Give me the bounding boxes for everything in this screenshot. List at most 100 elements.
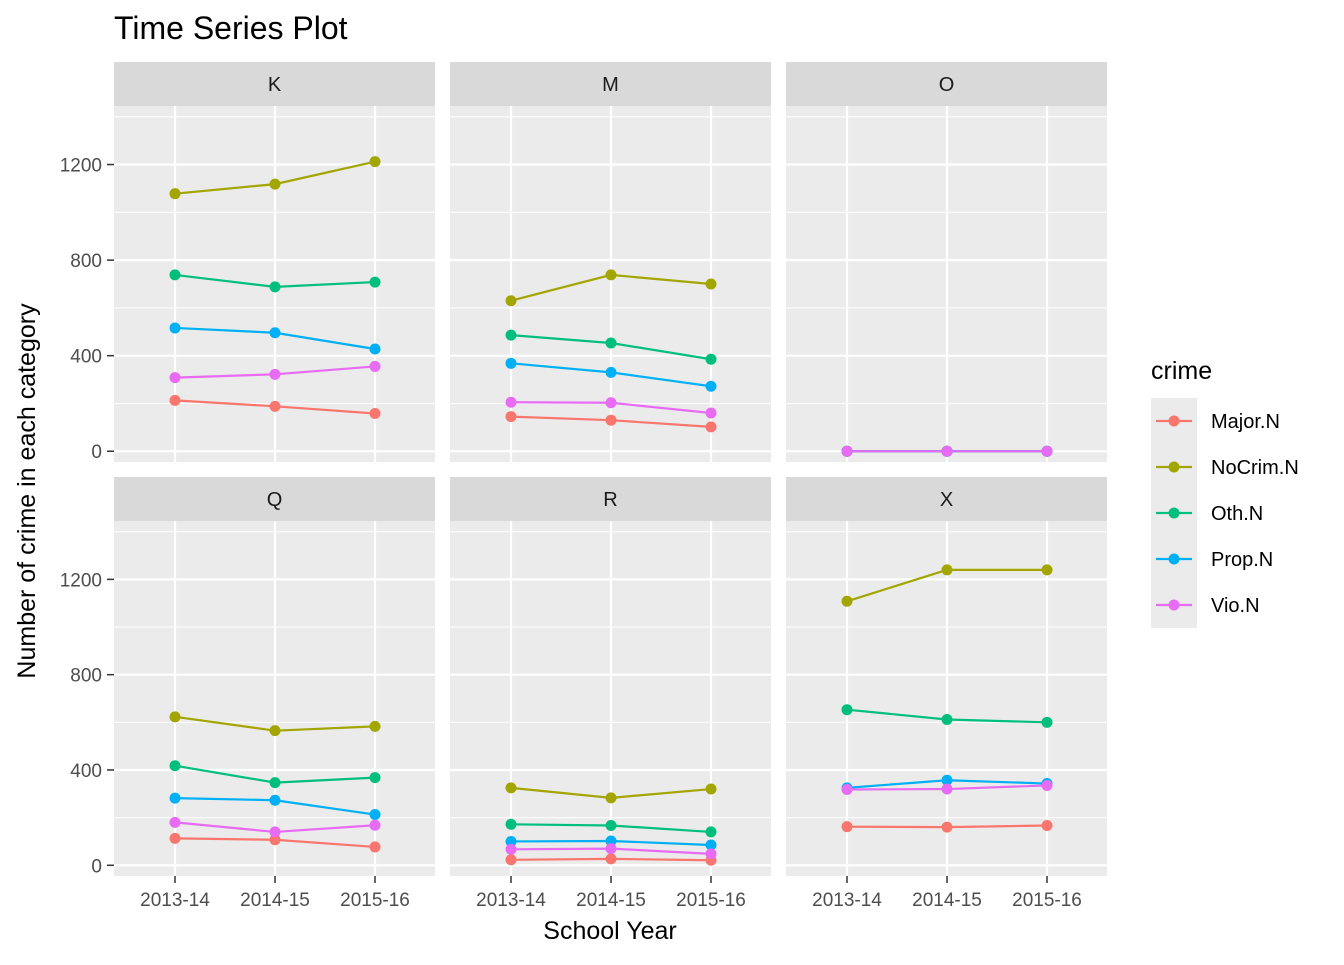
x-tick-label: 2014-15 [576,890,646,911]
facet-label-O: O [939,74,955,96]
data-point-M-nocrim-n [505,295,517,307]
y-tick-label: 400 [70,761,102,782]
x-axis-title: School Year [543,917,676,945]
data-point-K-nocrim-n [269,178,281,190]
data-point-O-vio-n [1041,445,1053,457]
data-point-R-oth-n [705,826,717,838]
chart-title: Time Series Plot [114,10,348,46]
data-point-R-prop-n [705,839,717,851]
data-point-Q-vio-n [169,816,181,828]
data-point-Q-prop-n [269,794,281,806]
data-point-R-vio-n [505,843,517,855]
data-point-X-major-n [941,821,953,833]
data-point-M-prop-n [605,366,617,378]
data-point-M-vio-n [505,396,517,408]
data-point-M-vio-n [605,397,617,409]
data-point-X-major-n [841,821,853,833]
data-point-M-major-n [505,411,517,423]
facet-strip [114,62,435,106]
data-point-X-nocrim-n [841,595,853,607]
facet-strip [786,62,1107,106]
data-point-K-vio-n [169,372,181,384]
data-point-R-major-n [605,853,617,865]
data-point-Q-prop-n [369,809,381,821]
y-tick-label: 1200 [60,156,102,177]
data-point-R-oth-n [605,819,617,831]
data-point-M-oth-n [705,353,717,365]
data-point-Q-nocrim-n [269,725,281,737]
x-tick-label: 2013-14 [812,890,882,911]
legend-key-point [1168,507,1180,519]
data-point-Q-nocrim-n [169,711,181,723]
data-point-Q-major-n [269,834,281,846]
data-point-R-nocrim-n [505,782,517,794]
y-tick-label: 800 [70,251,102,272]
data-point-Q-vio-n [369,819,381,831]
x-tick-label: 2015-16 [676,890,746,911]
y-axis-title: Number of crime in each category [13,303,41,679]
data-point-Q-oth-n [269,777,281,789]
data-point-K-prop-n [169,322,181,334]
data-point-M-major-n [605,414,617,426]
data-point-Q-oth-n [369,772,381,784]
legend-key-point [1168,553,1180,565]
legend-label-vio-n: Vio.N [1211,595,1260,617]
y-tick-label: 800 [70,666,102,687]
data-point-R-prop-n [505,835,517,847]
data-point-K-major-n [369,407,381,419]
data-point-M-nocrim-n [605,269,617,281]
data-point-K-oth-n [369,276,381,288]
data-point-M-nocrim-n [705,278,717,290]
data-point-R-nocrim-n [605,792,617,804]
data-point-X-oth-n [941,713,953,725]
data-point-Q-prop-n [169,792,181,804]
data-point-R-major-n [505,854,517,866]
facet-label-M: M [602,74,619,96]
data-point-Q-major-n [169,832,181,844]
x-tick-label: 2013-14 [476,890,546,911]
x-tick-label: 2014-15 [240,890,310,911]
data-point-K-vio-n [369,360,381,372]
x-tick-label: 2015-16 [340,890,410,911]
data-point-O-vio-n [841,445,853,457]
data-point-M-oth-n [505,329,517,341]
x-tick-label: 2013-14 [140,890,210,911]
data-point-X-vio-n [1041,779,1053,791]
data-point-M-prop-n [705,380,717,392]
data-point-M-vio-n [705,407,717,419]
data-point-R-vio-n [705,848,717,860]
legend-label-nocrim-n: NoCrim.N [1211,457,1299,479]
data-point-O-vio-n [941,445,953,457]
legend-title: crime [1151,357,1212,385]
x-tick-label: 2015-16 [1012,890,1082,911]
data-point-X-oth-n [1041,716,1053,728]
legend-key-point [1168,599,1180,611]
data-point-K-nocrim-n [169,188,181,200]
data-point-X-prop-n [941,774,953,786]
data-point-M-major-n [705,421,717,433]
data-point-K-vio-n [269,368,281,380]
data-point-Q-vio-n [269,826,281,838]
data-point-M-oth-n [605,337,617,349]
data-point-X-oth-n [841,704,853,716]
legend-label-major-n: Major.N [1211,411,1280,433]
facet-label-X: X [940,489,953,511]
data-point-R-nocrim-n [705,783,717,795]
data-point-R-oth-n [505,818,517,830]
facet-strip [786,477,1107,521]
facet-label-R: R [603,489,617,511]
data-point-K-oth-n [169,269,181,281]
data-point-K-prop-n [269,327,281,339]
data-point-Q-major-n [369,841,381,853]
legend-label-oth-n: Oth.N [1211,503,1263,525]
y-tick-label: 1200 [60,570,102,591]
y-tick-label: 0 [91,856,102,877]
legend-key-point [1168,461,1180,473]
data-point-K-major-n [169,394,181,406]
y-tick-label: 400 [70,347,102,368]
data-point-X-major-n [1041,819,1053,831]
data-point-K-nocrim-n [369,156,381,168]
data-point-R-vio-n [605,843,617,855]
facet-strip [114,477,435,521]
